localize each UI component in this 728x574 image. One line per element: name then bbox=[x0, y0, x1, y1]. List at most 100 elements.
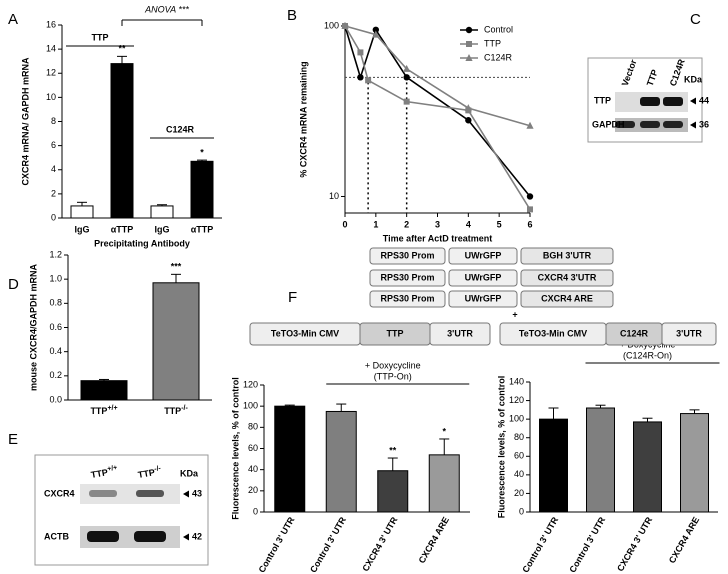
y-tick-label: 14 bbox=[46, 44, 56, 54]
panel-letter: D bbox=[8, 276, 19, 293]
y-axis-label: Fluorescence levels, % of control bbox=[496, 376, 506, 519]
point bbox=[465, 26, 473, 34]
point bbox=[526, 193, 534, 200]
construct-box bbox=[448, 247, 518, 265]
band bbox=[134, 531, 166, 542]
series-line bbox=[344, 25, 531, 197]
bar bbox=[70, 205, 94, 219]
x-tick-label: Control 3' UTR bbox=[520, 515, 560, 574]
construct-label: 3'UTR bbox=[676, 328, 702, 338]
row-label: TTP bbox=[594, 95, 611, 105]
y-tick-label: 1.0 bbox=[49, 274, 62, 284]
y-axis-label: % CXCR4 mRNA remaining bbox=[298, 61, 308, 177]
lane-label: TTP bbox=[645, 68, 660, 87]
y-tick-label: 1.2 bbox=[49, 249, 62, 259]
y-tick-label: 60 bbox=[248, 443, 258, 453]
y-tick-label: 120 bbox=[243, 379, 258, 389]
bar bbox=[110, 63, 134, 219]
y-tick-label: 0 bbox=[519, 506, 524, 516]
legend-label: Control bbox=[484, 24, 513, 34]
x-tick-label: αTTP bbox=[191, 224, 214, 234]
bar bbox=[150, 205, 174, 219]
series-line bbox=[344, 25, 531, 210]
band bbox=[615, 121, 635, 128]
construct-label: UWrGFP bbox=[465, 293, 502, 303]
panel-letter: F bbox=[288, 289, 297, 306]
annotation: (C124R-On) bbox=[623, 350, 672, 360]
size-label: 42 bbox=[192, 531, 202, 541]
category-superscript: +/+ bbox=[107, 405, 117, 412]
x-tick-label: 5 bbox=[497, 219, 502, 229]
unit-label: KDa bbox=[684, 74, 703, 84]
point bbox=[465, 54, 473, 61]
bar bbox=[377, 470, 409, 513]
x-tick-label: CXCR4 ARE bbox=[667, 515, 702, 565]
x-tick-label: 2 bbox=[404, 219, 409, 229]
x-tick-label: 1 bbox=[373, 219, 378, 229]
arrow bbox=[690, 121, 696, 129]
annotation: (TTP-On) bbox=[374, 371, 412, 381]
panel-letter: E bbox=[8, 431, 18, 448]
point bbox=[357, 49, 364, 56]
point bbox=[341, 22, 349, 29]
significance: ** bbox=[389, 445, 397, 455]
construct-label: 3'UTR bbox=[447, 328, 473, 338]
x-tick-label: Control 3' UTR bbox=[257, 515, 297, 574]
lane-base: TTP bbox=[137, 468, 155, 481]
band bbox=[136, 490, 164, 497]
x-axis-label: Precipitating Antibody bbox=[94, 238, 190, 248]
legend-label: TTP bbox=[484, 38, 501, 48]
y-tick-label: 0.4 bbox=[49, 346, 62, 356]
size-label: 43 bbox=[192, 488, 202, 498]
y-tick-label: 80 bbox=[248, 422, 258, 432]
x-tick-label: CXCR4 3' UTR bbox=[360, 515, 399, 573]
construct-label: CXCR4 ARE bbox=[541, 293, 593, 303]
blot-frame bbox=[34, 454, 209, 566]
point bbox=[466, 41, 472, 47]
band bbox=[640, 97, 660, 106]
x-tick-label: 0 bbox=[342, 219, 347, 229]
size-label: 44 bbox=[699, 95, 709, 105]
panel-letter: B bbox=[287, 7, 297, 24]
y-tick-label: 10 bbox=[46, 92, 56, 102]
bar bbox=[539, 418, 568, 513]
row-label: ACTB bbox=[44, 531, 69, 541]
plus-sign: + bbox=[512, 309, 517, 319]
construct-box bbox=[520, 247, 614, 265]
construct-label: UWrGFP bbox=[465, 272, 502, 282]
y-tick-label: 100 bbox=[324, 20, 339, 30]
y-tick-label: 140 bbox=[509, 376, 524, 386]
annotation: C124R bbox=[166, 124, 195, 134]
blot-membrane bbox=[80, 484, 180, 504]
y-tick-label: 12 bbox=[46, 68, 56, 78]
row-label: CXCR4 bbox=[44, 488, 75, 498]
band bbox=[89, 490, 117, 497]
lane-label: Vector bbox=[620, 58, 639, 88]
construct-label: BGH 3'UTR bbox=[543, 250, 592, 260]
bar bbox=[325, 410, 357, 513]
point bbox=[464, 104, 472, 112]
bar bbox=[152, 282, 200, 401]
y-tick-label: 0 bbox=[51, 212, 56, 222]
point bbox=[403, 98, 410, 105]
size-label: 36 bbox=[699, 119, 709, 129]
x-tick-label: IgG bbox=[75, 224, 90, 234]
blot-frame bbox=[587, 57, 703, 143]
lane-superscript: -/- bbox=[154, 465, 162, 473]
y-tick-label: 0.8 bbox=[49, 298, 62, 308]
construct-box bbox=[369, 290, 446, 308]
x-tick-label: 3 bbox=[435, 219, 440, 229]
y-tick-label: 16 bbox=[46, 19, 56, 29]
y-axis-label: Fluorescence levels, % of control bbox=[230, 377, 240, 520]
bar bbox=[680, 413, 709, 513]
x-tick-label: 4 bbox=[466, 219, 471, 229]
y-tick-label: 4 bbox=[51, 164, 56, 174]
construct-label: CXCR4 3'UTR bbox=[538, 272, 597, 282]
y-tick-label: 60 bbox=[514, 451, 524, 461]
y-tick-label: 40 bbox=[514, 469, 524, 479]
x-tick-label: TTP+/+ bbox=[90, 405, 117, 417]
unit-label: KDa bbox=[180, 468, 199, 478]
band bbox=[87, 531, 119, 542]
point bbox=[526, 121, 534, 129]
construct-label: UWrGFP bbox=[465, 250, 502, 260]
